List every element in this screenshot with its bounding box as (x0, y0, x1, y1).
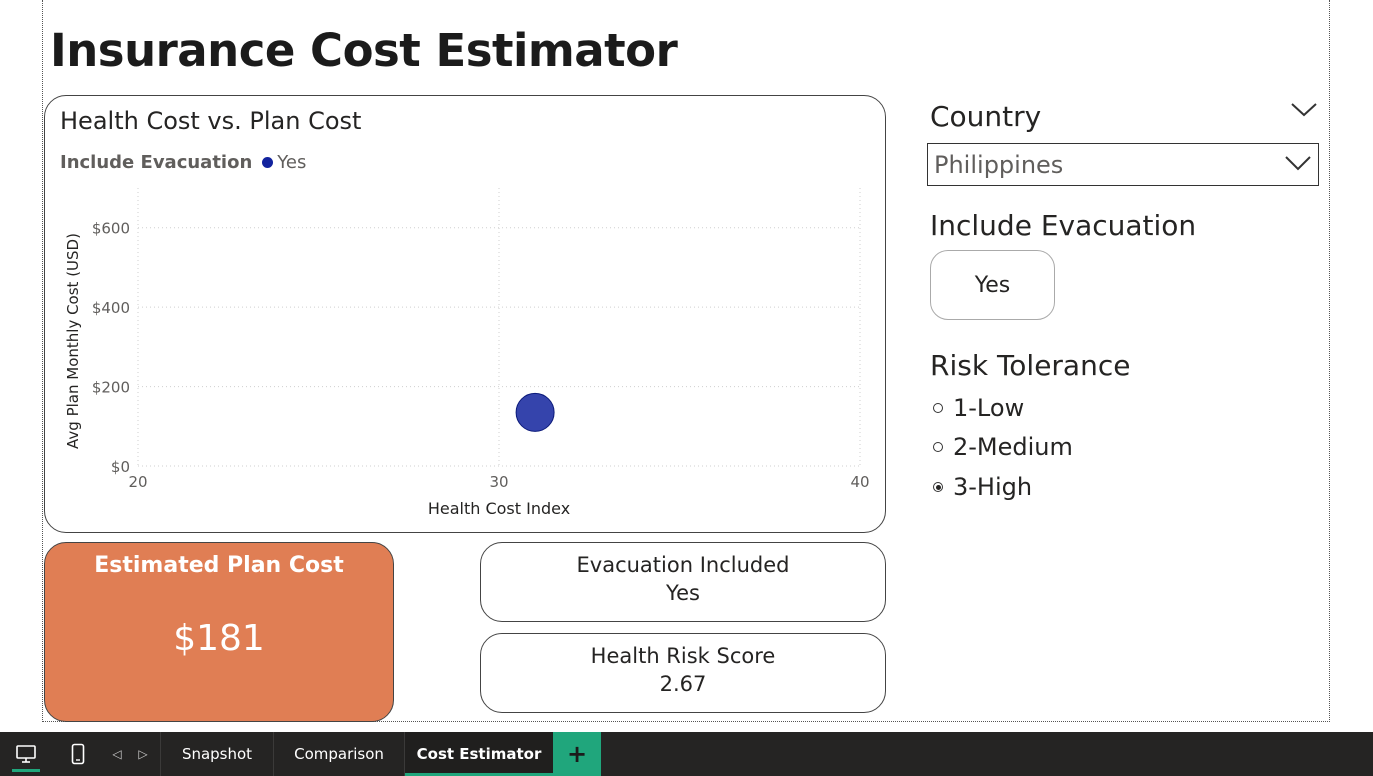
grid-lines (137, 188, 861, 467)
health-risk-score-card: Health Risk Score 2.67 (480, 633, 886, 713)
next-page-icon[interactable]: ▷ (138, 747, 148, 761)
report-canvas (42, 0, 1330, 722)
desktop-view-icon[interactable] (0, 732, 52, 776)
axes: $0 $200 $400 $600 20 30 40 Health Cost Index Avg… (64, 220, 870, 518)
tab-snapshot[interactable]: Snapshot (160, 732, 273, 776)
y-axis-label: Avg Plan Monthly Cost (USD) (64, 233, 82, 449)
radio-button[interactable] (933, 442, 943, 452)
evacuation-slicer-title: Include Evacuation (930, 209, 1197, 242)
chevron-down-icon[interactable] (1290, 102, 1318, 118)
risk-option-low[interactable]: 1-Low (933, 394, 1024, 422)
radio-label: 2-Medium (953, 433, 1073, 461)
y-tick-label: $200 (92, 379, 130, 397)
legend-marker (262, 157, 274, 168)
country-selected-value: Philippines (934, 150, 1064, 179)
risk-option-medium[interactable]: 2-Medium (933, 433, 1073, 461)
radio-button[interactable] (933, 482, 943, 492)
data-points (515, 392, 555, 432)
data-point[interactable] (515, 392, 555, 432)
x-axis-label: Health Cost Index (428, 499, 570, 518)
mobile-view-icon[interactable] (52, 732, 104, 776)
kpi-label: Health Risk Score (590, 644, 776, 668)
country-slicer-title: Country (930, 100, 1042, 133)
scatter-chart-card[interactable] (44, 95, 886, 533)
chevron-down-icon (1285, 156, 1311, 171)
evacuation-yes-button[interactable]: Yes (930, 250, 1055, 320)
estimated-plan-cost-card: Estimated Plan Cost $181 (44, 542, 394, 722)
tab-cost-estimator[interactable]: Cost Estimator (404, 732, 553, 776)
risk-option-high[interactable]: 3-High (933, 473, 1032, 501)
page-tab-bar: ◁ ▷ Snapshot Comparison Cost Estimator + (0, 732, 1373, 776)
legend-item-yes[interactable]: Yes (277, 152, 307, 173)
kpi-value: 2.67 (659, 672, 707, 696)
chart-title: Health Cost vs. Plan Cost (60, 107, 362, 135)
radio-label: 1-Low (953, 394, 1025, 422)
chart-legend: Include Evacuation Yes (60, 152, 306, 173)
tab-comparison[interactable]: Comparison (273, 732, 404, 776)
legend-title: Include Evacuation (60, 152, 253, 173)
kpi-value: $181 (173, 618, 265, 659)
page-title: Insurance Cost Estimator (50, 24, 678, 77)
kpi-label: Estimated Plan Cost (94, 553, 344, 578)
country-dropdown[interactable]: Philippines (927, 143, 1319, 186)
evacuation-included-card: Evacuation Included Yes (480, 542, 886, 622)
scatter-plot[interactable]: $0 $200 $400 $600 20 30 40 Health Cost Index Avg… (44, 180, 886, 525)
y-tick-label: $600 (92, 220, 130, 238)
y-tick-label: $400 (92, 299, 130, 317)
radio-button[interactable] (933, 403, 943, 413)
x-tick-label: 20 (128, 473, 147, 491)
risk-slicer-title: Risk Tolerance (930, 349, 1131, 382)
kpi-value: Yes (666, 581, 700, 605)
prev-page-icon[interactable]: ◁ (112, 747, 122, 761)
x-tick-label: 30 (489, 473, 508, 491)
radio-label: 3-High (953, 473, 1033, 501)
x-tick-label: 40 (850, 473, 869, 491)
y-tick-label: $0 (111, 458, 130, 476)
add-page-button[interactable]: + (553, 732, 601, 776)
kpi-label: Evacuation Included (576, 553, 790, 577)
